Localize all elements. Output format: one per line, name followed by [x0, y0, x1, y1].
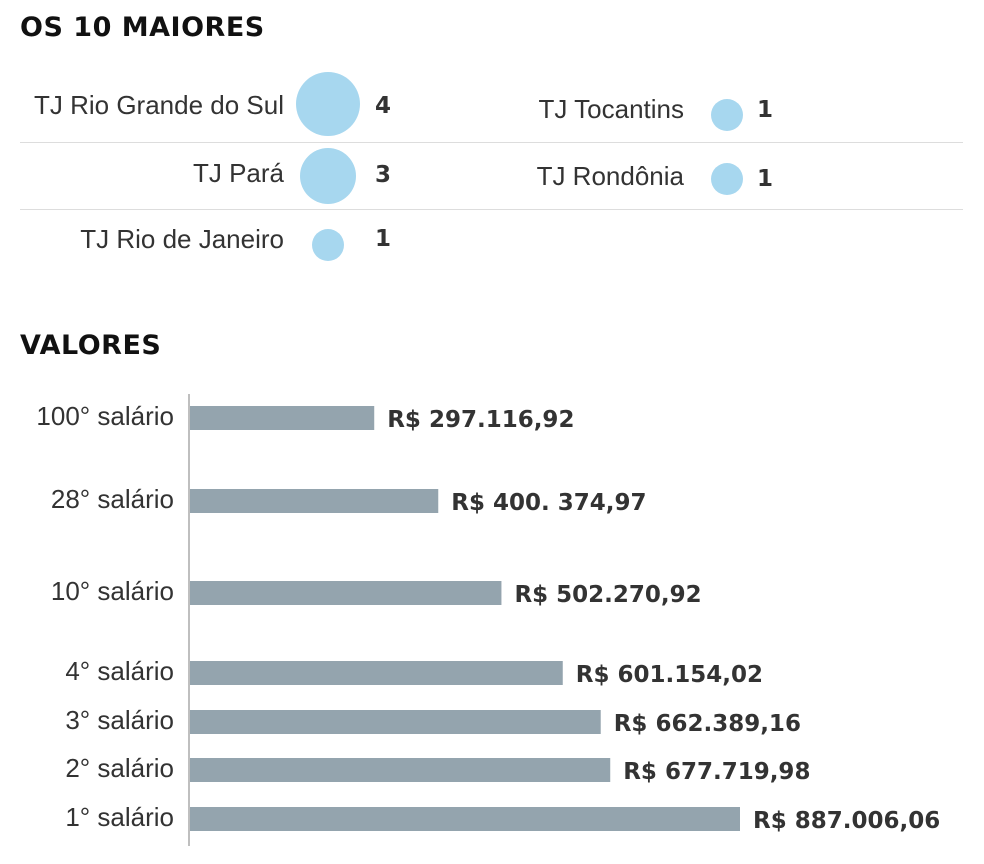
value-label: R$ 297.116,92 — [387, 407, 574, 433]
salary-bar — [190, 710, 601, 734]
category-label: 28° salário — [51, 484, 174, 514]
court-bubble — [296, 72, 360, 136]
top-ten-title: OS 10 MAIORES — [20, 12, 265, 43]
court-count: 3 — [375, 162, 392, 188]
category-label: 2° salário — [65, 753, 174, 783]
category-label: 1° salário — [65, 802, 174, 832]
court-bubble — [711, 99, 743, 131]
salary-bar — [190, 581, 502, 605]
salary-bar — [190, 758, 611, 782]
value-label: R$ 662.389,16 — [614, 711, 801, 737]
salary-bar — [190, 807, 740, 831]
court-label: TJ Tocantins — [538, 94, 684, 124]
value-label: R$ 887.006,06 — [753, 808, 940, 834]
court-bubble — [312, 229, 344, 261]
court-bubble — [300, 148, 356, 204]
row-divider — [20, 142, 963, 143]
court-count: 1 — [757, 97, 774, 123]
court-label: TJ Rio de Janeiro — [80, 224, 284, 254]
salary-bar — [190, 489, 439, 513]
court-label: TJ Pará — [192, 158, 284, 188]
court-count: 1 — [375, 226, 392, 252]
court-count: 4 — [375, 93, 392, 119]
values-title: VALORES — [20, 330, 162, 361]
category-label: 4° salário — [65, 656, 174, 686]
category-label: 3° salário — [65, 705, 174, 735]
row-divider — [20, 209, 963, 210]
value-label: R$ 601.154,02 — [576, 662, 763, 688]
salary-bar — [190, 661, 563, 685]
court-label: TJ Rondônia — [536, 161, 684, 191]
court-count: 1 — [757, 166, 774, 192]
category-label: 100° salário — [36, 401, 174, 431]
category-label: 10° salário — [51, 576, 174, 606]
value-label: R$ 502.270,92 — [514, 582, 701, 608]
court-label: TJ Rio Grande do Sul — [33, 90, 284, 120]
court-bubble — [711, 163, 743, 195]
salary-bar — [190, 406, 375, 430]
salary-bar-chart: 100° salário R$ 297.116,92 28° salário R$ 4… — [36, 394, 940, 846]
value-label: R$ 400. 374,97 — [451, 490, 646, 516]
value-label: R$ 677.719,98 — [623, 759, 810, 785]
